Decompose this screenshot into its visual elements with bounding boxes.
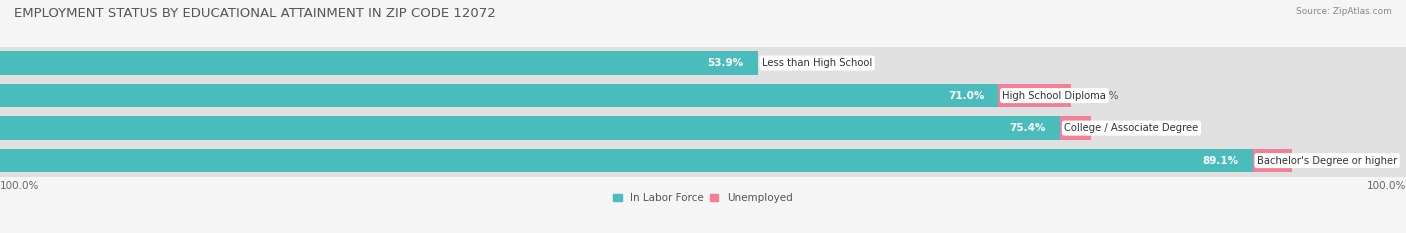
Text: 5.2%: 5.2% [1092,91,1119,101]
Bar [1060,116,1091,140]
Text: 53.9%: 53.9% [707,58,744,68]
Bar [0,47,1406,79]
Text: 71.0%: 71.0% [948,91,984,101]
Text: EMPLOYMENT STATUS BY EDUCATIONAL ATTAINMENT IN ZIP CODE 12072: EMPLOYMENT STATUS BY EDUCATIONAL ATTAINM… [14,7,496,20]
Text: 75.4%: 75.4% [1010,123,1046,133]
Text: College / Associate Degree: College / Associate Degree [1064,123,1198,133]
Bar [0,79,1406,112]
Text: 2.8%: 2.8% [1313,156,1340,166]
Bar [0,51,758,75]
Text: Bachelor's Degree or higher: Bachelor's Degree or higher [1257,156,1398,166]
Bar [998,84,1071,107]
Text: 100.0%: 100.0% [1367,181,1406,191]
Bar [0,144,1406,177]
Text: Less than High School: Less than High School [762,58,872,68]
Text: 2.2%: 2.2% [1112,123,1139,133]
Bar [0,112,1406,144]
Bar [0,149,1253,172]
Text: 89.1%: 89.1% [1202,156,1239,166]
Legend: In Labor Force, Unemployed: In Labor Force, Unemployed [609,189,797,207]
Bar [1253,149,1292,172]
Text: High School Diploma: High School Diploma [1002,91,1107,101]
Bar [0,116,1060,140]
Text: 0.0%: 0.0% [779,58,806,68]
Text: Source: ZipAtlas.com: Source: ZipAtlas.com [1296,7,1392,16]
Bar [0,84,998,107]
Text: 100.0%: 100.0% [0,181,39,191]
